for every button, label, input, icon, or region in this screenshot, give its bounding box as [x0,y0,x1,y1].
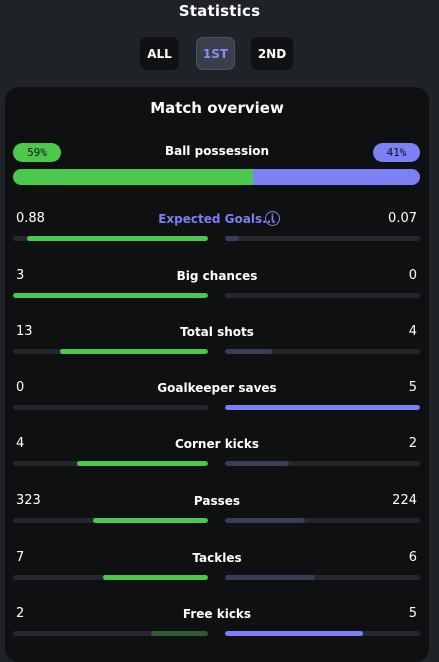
away-bar-fill [225,349,272,354]
home-bar-fill [92,518,208,523]
stat-home-value: 3 [16,268,25,283]
home-bar-fill [59,349,208,354]
away-bar-track [225,349,420,354]
away-bar-track [225,236,420,241]
stat-row-passes: 323 Passes 224 [5,493,429,549]
stat-label: Corner kicks [174,437,260,451]
match-overview-card: Match overview 59% Ball possession 41% 0… [5,87,429,662]
stat-label: Tackles [192,551,242,565]
possession-label: Ball possession [164,144,270,158]
away-bar-fill [225,518,305,523]
stat-row-expected-goals: 0.88 Expected Goals... 0.07 i [5,211,429,267]
home-bar-fill [77,461,208,466]
stat-label: Total shots [180,325,254,339]
stat-home-value: 7 [16,550,25,565]
stat-row-goalkeeper-saves: 0 Goalkeeper saves 5 [5,380,429,436]
stat-label: Free kicks [182,607,252,621]
possession-bar [13,169,420,185]
stat-row-big-chances: 3 Big chances 0 [5,268,429,324]
stat-away-value: 224 [392,493,417,508]
away-bar-fill [225,236,239,241]
home-bar-track [13,349,208,354]
away-bar-track [225,293,420,298]
possession-home-badge: 59% [13,143,61,162]
home-bar-fill [26,236,208,241]
home-bar-track [13,575,208,580]
possession-home-fill [13,169,254,185]
away-bar-track [225,461,420,466]
period-tabs: ALL 1ST 2ND [0,37,439,72]
away-bar-fill [225,405,420,410]
stat-label: Passes [193,494,241,508]
home-bar-track [13,461,208,466]
stat-row-corner-kicks: 4 Corner kicks 2 [5,436,429,492]
match-overview-title: Match overview [150,99,284,117]
stat-label: Goalkeeper saves [157,381,277,395]
away-bar-track [225,631,420,636]
stat-label[interactable]: Expected Goals... [158,212,276,226]
home-bar-track [13,631,208,636]
home-bar-fill [151,631,208,636]
away-bar-track [225,518,420,523]
possession-away-fill [253,169,420,185]
stat-home-value: 0 [16,380,25,395]
stat-away-value: 0 [408,268,417,283]
stat-away-value: 5 [408,606,417,621]
stat-away-value: 4 [408,324,417,339]
stat-away-value: 0.07 [388,211,417,226]
home-bar-fill [102,575,208,580]
away-bar-track [225,405,420,410]
away-bar-track [225,575,420,580]
stat-row-free-kicks: 2 Free kicks 5 [5,606,429,662]
possession-away-badge: 41% [373,143,420,162]
stat-row-total-shots: 13 Total shots 4 [5,324,429,380]
stat-label: Big chances [176,269,258,283]
stat-home-value: 4 [16,436,25,451]
info-icon[interactable]: i [265,211,280,226]
statistics-title: Statistics [178,2,261,20]
away-bar-fill [225,631,364,636]
stat-home-value: 2 [16,606,25,621]
stat-away-value: 6 [408,550,417,565]
away-bar-fill [225,575,315,580]
stat-row-tackles: 7 Tackles 6 [5,550,429,606]
stat-home-value: 323 [16,493,41,508]
home-bar-track [13,236,208,241]
stat-away-value: 5 [408,380,417,395]
stat-away-value: 2 [408,436,417,451]
home-bar-track [13,518,208,523]
home-bar-fill [13,293,208,298]
away-bar-fill [225,461,290,466]
tab-all[interactable]: ALL [140,37,179,70]
home-bar-track [13,293,208,298]
home-bar-track [13,405,208,410]
tab-1st[interactable]: 1ST [196,37,235,70]
stat-home-value: 0.88 [16,211,45,226]
stat-home-value: 13 [16,324,33,339]
tab-2nd[interactable]: 2ND [251,37,293,70]
